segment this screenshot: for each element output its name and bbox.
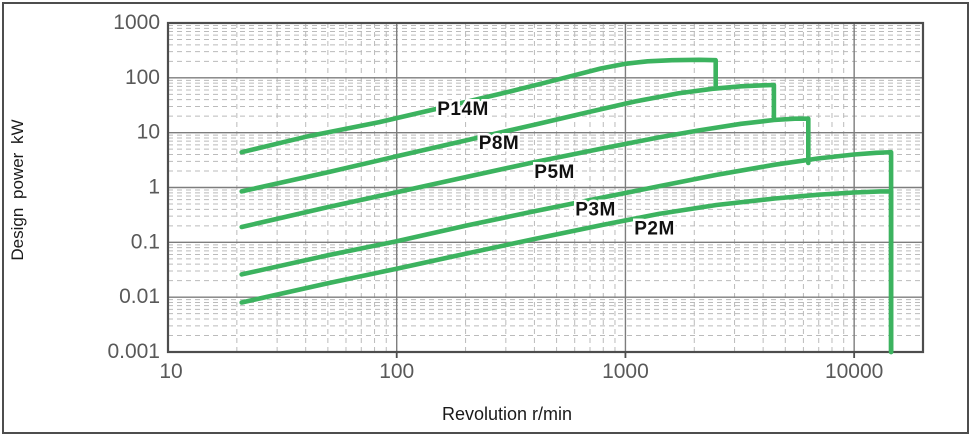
x-axis-title: Revolution r/min xyxy=(441,404,573,424)
series-label-P8M: P8M xyxy=(479,133,520,154)
x-tick-label: 100 xyxy=(379,360,414,383)
y-tick-label: 100 xyxy=(125,66,160,89)
y-axis-title: Design power kW xyxy=(8,119,27,261)
series-curve-P14M xyxy=(239,57,719,155)
series-curve-P5M xyxy=(239,116,811,230)
series-curve-P2M xyxy=(239,189,894,355)
x-tick-label: 10 xyxy=(159,360,182,383)
y-tick-label: 1000 xyxy=(113,11,160,34)
series-label-P14M: P14M xyxy=(437,99,489,120)
series-curve-P3M xyxy=(239,149,894,355)
series-label-P2M: P2M xyxy=(634,218,675,239)
y-tick-label: 1 xyxy=(148,176,160,199)
major-gridlines xyxy=(168,23,923,352)
series-label-P3M: P3M xyxy=(575,199,616,220)
y-tick-label: 0.001 xyxy=(107,340,160,363)
y-tick-label: 0.01 xyxy=(119,285,160,308)
x-axis-ticks xyxy=(395,352,856,358)
y-tick-label: 0.1 xyxy=(131,230,160,253)
plot-frame xyxy=(166,21,925,354)
y-tick-label: 10 xyxy=(137,121,160,144)
series-label-P5M: P5M xyxy=(534,162,575,183)
x-tick-label: 10000 xyxy=(825,360,883,383)
series-curve-P8M xyxy=(239,82,777,194)
x-tick-label: 1000 xyxy=(602,360,649,383)
